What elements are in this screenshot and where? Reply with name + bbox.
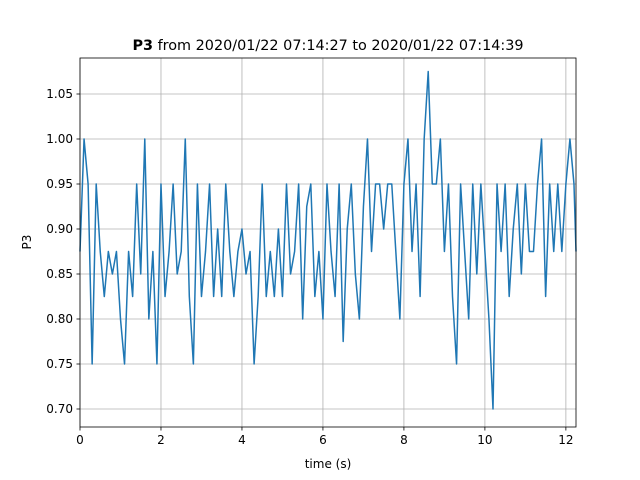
y-axis-label: P3 [20, 235, 34, 250]
x-tick-label: 6 [319, 433, 327, 447]
title-range: from 2020/01/22 07:14:27 to 2020/01/22 0… [158, 38, 524, 54]
x-tick-label: 8 [400, 433, 408, 447]
grid [79, 58, 576, 427]
x-axis-label: time (s) [305, 457, 352, 471]
data-line [79, 70, 577, 410]
x-tick-label: 0 [76, 433, 84, 447]
chart-title: P3 from 2020/01/22 07:14:27 to 2020/01/2… [132, 38, 523, 54]
y-tick-label: 0.70 [46, 402, 73, 416]
x-tick-label: 12 [558, 433, 573, 447]
y-tick-label: 1.05 [46, 87, 73, 101]
y-tick-label: 1.00 [46, 132, 73, 146]
title-name: P3 [132, 38, 153, 54]
y-tick-label: 0.95 [46, 177, 73, 191]
y-tick-label: 0.75 [46, 357, 73, 371]
y-tick-label: 0.85 [46, 267, 73, 281]
y-tick-label: 0.80 [46, 312, 73, 326]
x-tick-label: 10 [477, 433, 492, 447]
plot-area [79, 70, 577, 410]
axes-frame [79, 57, 577, 428]
x-tick-label: 4 [238, 433, 246, 447]
y-tick-label: 0.90 [46, 222, 73, 236]
x-tick-label: 2 [157, 433, 165, 447]
